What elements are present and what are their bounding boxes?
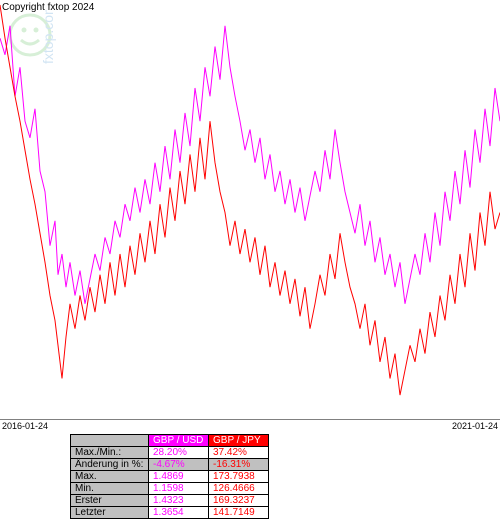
row-label: Max./Min.:	[71, 447, 149, 459]
row-label: Max.	[71, 471, 149, 483]
stats-table: GBP / USDGBP / JPYMax./Min.:28.20%37.42%…	[70, 434, 269, 519]
row-label: Erster	[71, 495, 149, 507]
row-value-2: 141.7149	[209, 507, 269, 519]
row-value-1: -4.67%	[149, 459, 209, 471]
row-value-1: 28.20%	[149, 447, 209, 459]
row-value-1: 1.1598	[149, 483, 209, 495]
row-label: Min.	[71, 483, 149, 495]
table-header-blank	[71, 435, 149, 447]
row-label: Änderung in %:	[71, 459, 149, 471]
table-row: Min.1.1598126.4666	[71, 483, 269, 495]
x-axis-start-label: 2016-01-24	[2, 421, 48, 431]
row-label: Letzter	[71, 507, 149, 519]
table-row: Letzter1.3654141.7149	[71, 507, 269, 519]
line-chart	[0, 0, 500, 420]
table-row: Erster1.4323169.3237	[71, 495, 269, 507]
row-value-2: 173.7938	[209, 471, 269, 483]
table-header-series1: GBP / USD	[149, 435, 209, 447]
row-value-2: 126.4666	[209, 483, 269, 495]
row-value-2: 169.3237	[209, 495, 269, 507]
row-value-2: 37.42%	[209, 447, 269, 459]
row-value-1: 1.4869	[149, 471, 209, 483]
table-header-series2: GBP / JPY	[209, 435, 269, 447]
table-row: Max./Min.:28.20%37.42%	[71, 447, 269, 459]
row-value-1: 1.4323	[149, 495, 209, 507]
x-axis-end-label: 2021-01-24	[452, 421, 498, 431]
table-row: Änderung in %:-4.67%-16.31%	[71, 459, 269, 471]
row-value-1: 1.3654	[149, 507, 209, 519]
table-row: Max.1.4869173.7938	[71, 471, 269, 483]
row-value-2: -16.31%	[209, 459, 269, 471]
